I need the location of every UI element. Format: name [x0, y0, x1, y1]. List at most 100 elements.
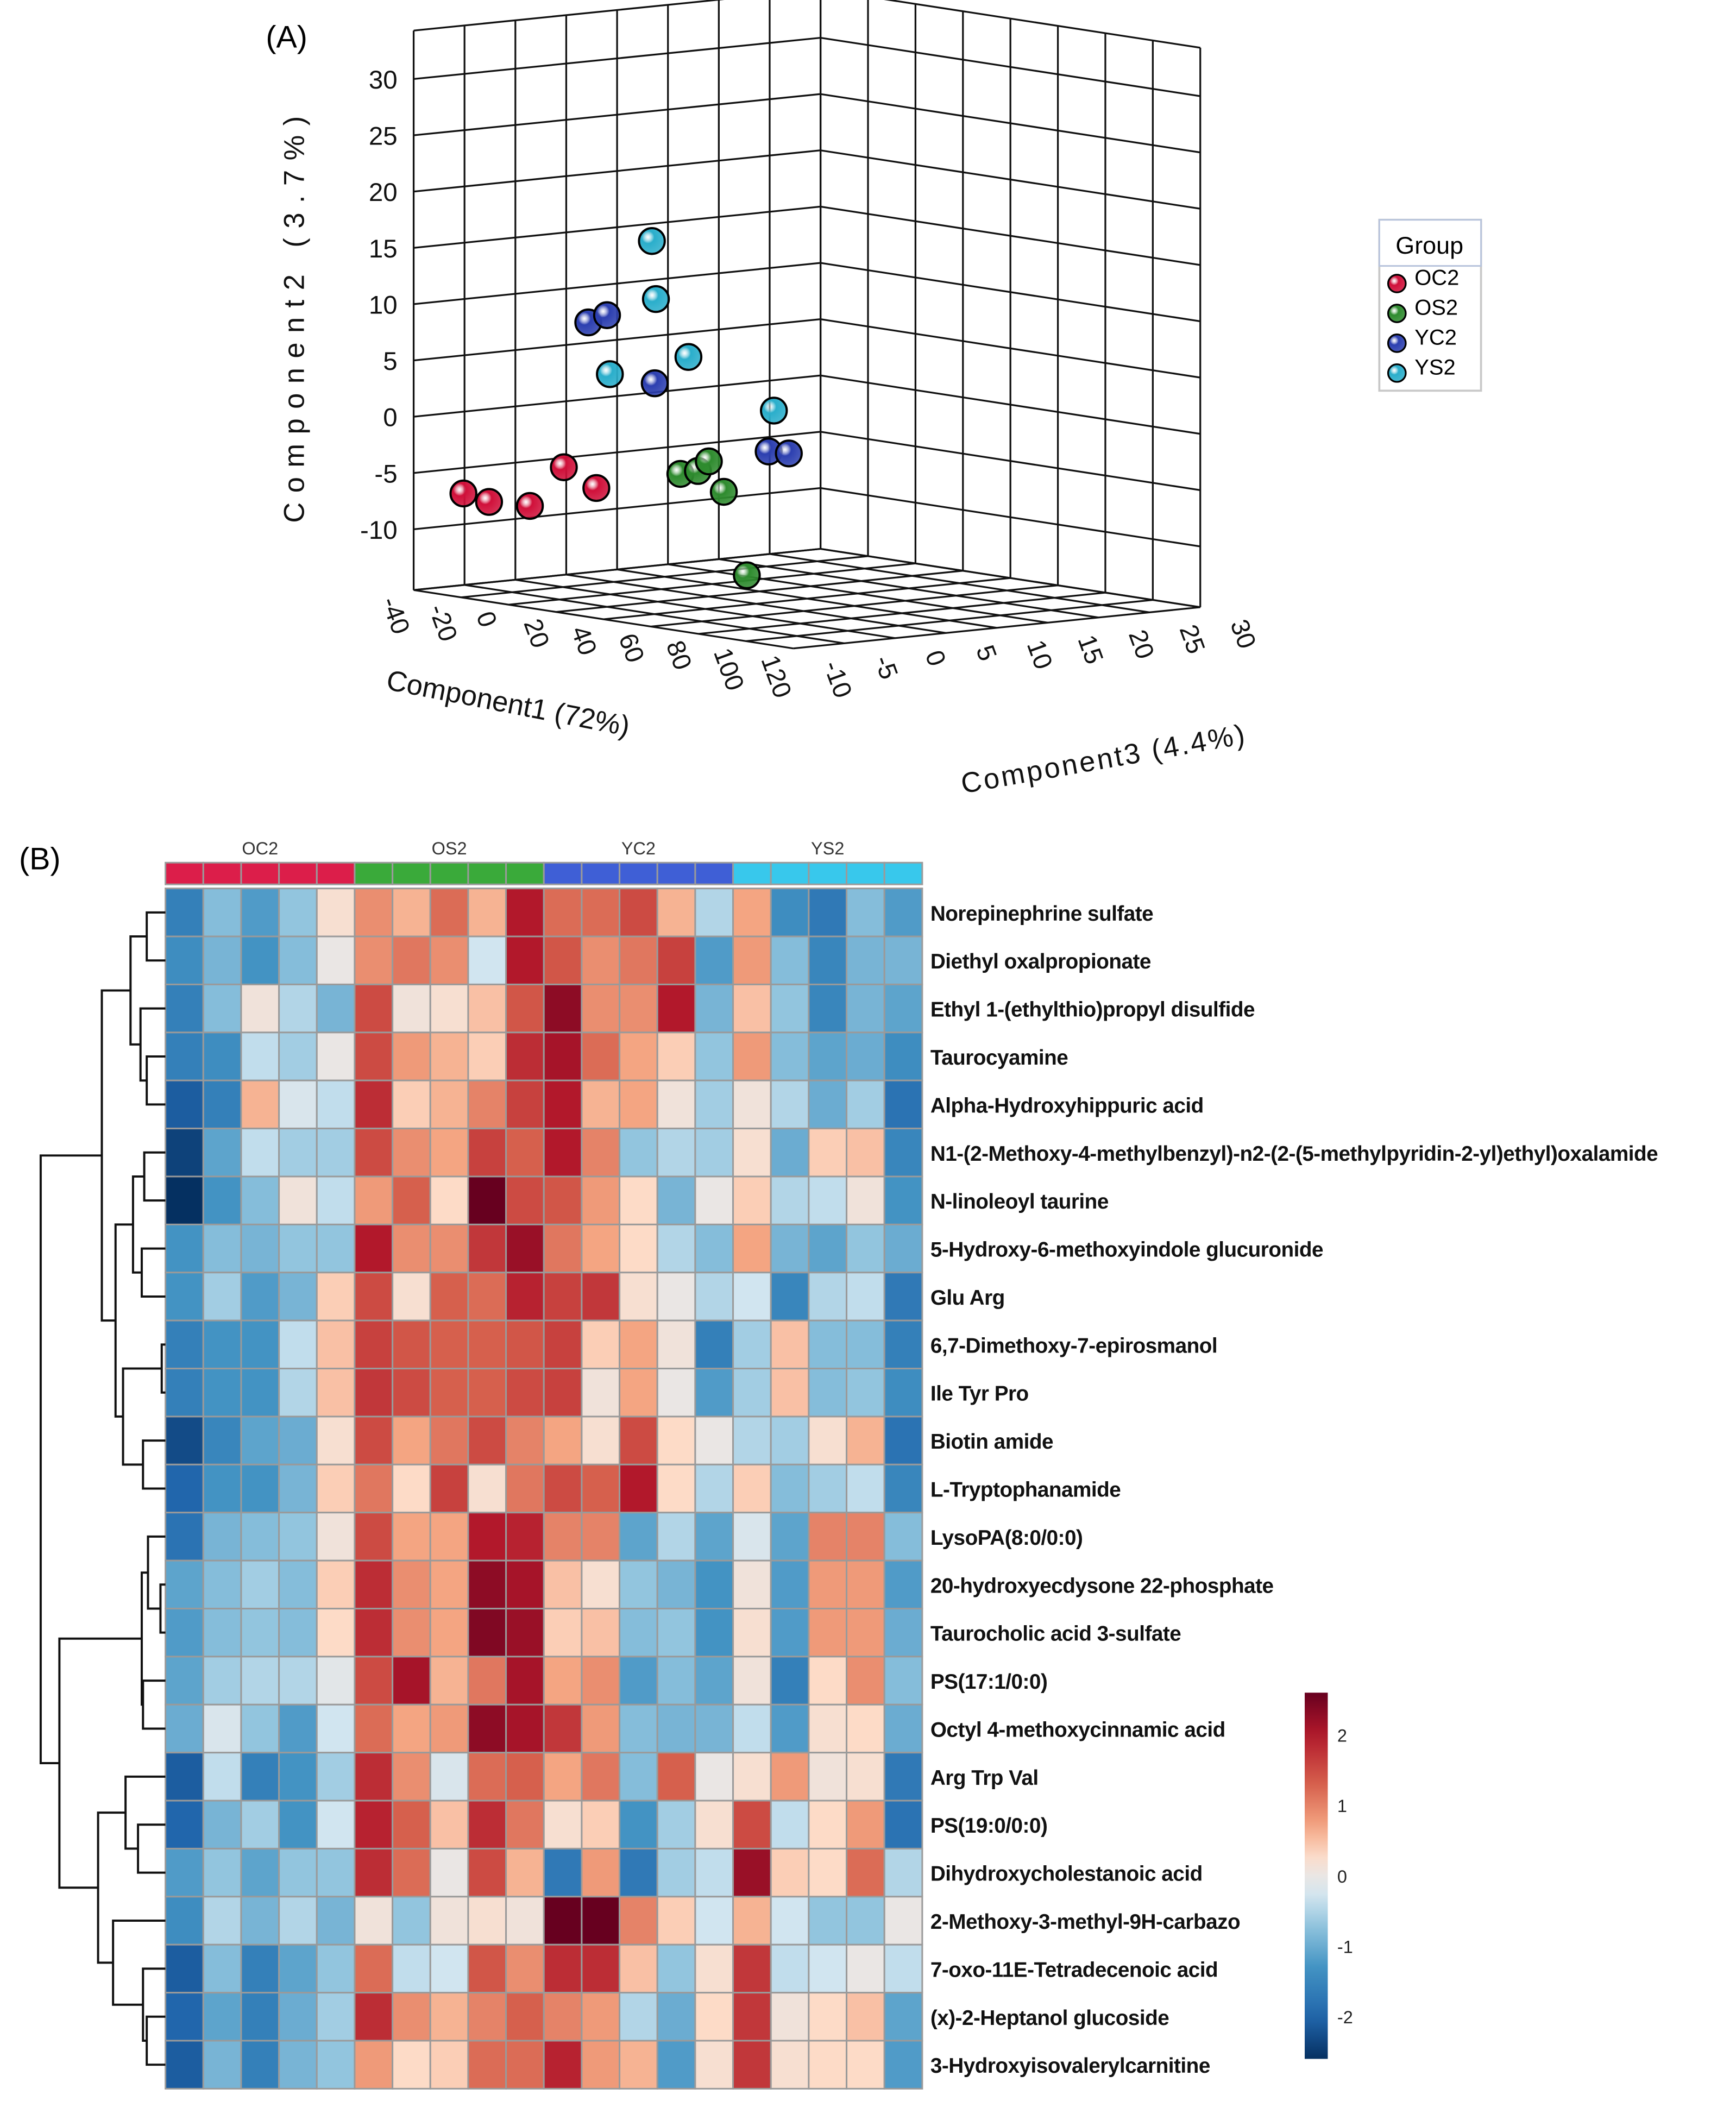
left-wall-gridline	[413, 93, 821, 136]
row-label: PS(17:1/0:0)	[930, 1670, 1047, 1694]
heatmap-cell	[505, 983, 545, 1034]
heatmap-cell	[202, 1800, 242, 1850]
heatmap-cell	[202, 935, 242, 985]
heatmap-cell	[240, 1943, 280, 1994]
color-scale-tick: -2	[1337, 2008, 1353, 2027]
heatmap-cell	[846, 1896, 885, 1946]
heatmap-cell	[165, 1896, 204, 1946]
heatmap-cell	[808, 1223, 848, 1274]
heatmap: OC2 OS2 YC2 YS2 Norepinephrine sulfate Dieth…	[39, 839, 1658, 2090]
heatmap-cell	[392, 1847, 431, 1898]
heatmap-cell	[694, 1656, 734, 1706]
heatmap-cell	[581, 1607, 621, 1658]
heatmap-cell	[883, 983, 923, 1034]
heatmap-cell	[429, 1656, 469, 1706]
heatmap-cell	[846, 1656, 885, 1706]
heatmap-cell	[354, 1607, 394, 1658]
heatmap-cell	[429, 1319, 469, 1370]
floor-gridline	[617, 568, 997, 629]
y-tick-label: 30	[369, 66, 398, 95]
heatmap-cell	[354, 983, 394, 1034]
heatmap-cell	[808, 1896, 848, 1946]
heatmap-cell	[354, 1559, 394, 1609]
heatmap-cell	[656, 1416, 696, 1465]
heatmap-cell	[392, 1272, 431, 1322]
heatmap-cell	[808, 1368, 848, 1418]
heatmap-cell	[581, 1128, 621, 1178]
row-label: PS(19:0/0:0)	[930, 1814, 1047, 1838]
legend-title: Group	[1395, 231, 1463, 259]
row-dendrogram	[39, 911, 166, 2066]
floor-gridline	[413, 589, 794, 650]
heatmap-cell	[240, 1752, 280, 1802]
heatmap-cell	[467, 1223, 507, 1274]
heatmap-cell	[316, 983, 356, 1034]
heatmap-cell	[165, 1943, 204, 1994]
legend-label: OS2	[1414, 295, 1458, 319]
heatmap-cell	[656, 1272, 696, 1322]
heatmap-cell	[240, 1559, 280, 1609]
heatmap-cell	[240, 1031, 280, 1081]
dendrogram-branch	[146, 1055, 166, 1106]
heatmap-cell	[581, 1943, 621, 1994]
heatmap-cell	[770, 1368, 810, 1418]
heatmap-cell	[770, 983, 810, 1034]
heatmap-cell	[278, 983, 318, 1034]
heatmap-cell	[392, 983, 431, 1034]
heatmap-cell	[316, 1175, 356, 1225]
heatmap-cell	[316, 1128, 356, 1178]
heatmap-cell	[505, 1512, 545, 1562]
color-scale-tick: 0	[1337, 1867, 1347, 1886]
left-wall-gridline	[413, 0, 725, 32]
heatmap-cell	[429, 1416, 469, 1465]
data-point-oc2	[582, 474, 611, 502]
heatmap-cell	[354, 1512, 394, 1562]
data-point-os2	[709, 477, 738, 506]
legend-label: OC2	[1414, 266, 1459, 290]
panel-a-label: (A)	[266, 20, 307, 55]
heatmap-cell	[392, 1416, 431, 1465]
heatmap-cell	[505, 1992, 545, 2042]
y-tick-label: 15	[369, 235, 398, 263]
heatmap-cell	[770, 1943, 810, 1994]
heatmap-cell	[316, 1079, 356, 1130]
heatmap-cell	[467, 1079, 507, 1130]
heatmap-cell	[354, 1752, 394, 1802]
heatmap-cell	[619, 1128, 658, 1178]
heatmap-cell	[808, 1559, 848, 1609]
heatmap-cell	[202, 1703, 242, 1754]
heatmap-cell	[656, 983, 696, 1034]
heatmap-cell	[278, 1272, 318, 1322]
dendrogram-branch	[146, 911, 166, 962]
heatmap-cell	[165, 1656, 204, 1706]
heatmap-cell	[354, 1896, 394, 1946]
heatmap-cell	[392, 1559, 431, 1609]
heatmap-cell	[619, 1800, 658, 1850]
heatmap-cell	[240, 1175, 280, 1225]
heatmap-cell	[732, 935, 772, 985]
group-annotation-cell	[846, 861, 885, 885]
heatmap-cell	[581, 888, 621, 938]
heatmap-cell	[240, 1128, 280, 1178]
heatmap-cell	[392, 1319, 431, 1370]
3d-grid	[412, 0, 1202, 650]
data-point-oc2	[550, 453, 578, 481]
heatmap-cell	[392, 1943, 431, 1994]
row-label: Octyl 4-methoxycinnamic acid	[930, 1718, 1225, 1741]
heatmap-cell	[619, 1079, 658, 1130]
heatmap-cell	[619, 1463, 658, 1514]
dendrogram-branch	[39, 1154, 102, 1764]
heatmap-cell	[581, 1512, 621, 1562]
heatmap-cell	[429, 1752, 469, 1802]
z-tick-label: -10	[817, 657, 857, 702]
heatmap-cell	[240, 1463, 280, 1514]
floor-gridline	[820, 548, 1200, 608]
heatmap-cell	[694, 1368, 734, 1418]
dendrogram-branch	[142, 1679, 166, 1730]
right-wall-gridline	[820, 374, 1200, 435]
x-axis-label: Component1 (72%)	[384, 664, 632, 743]
heatmap-cell	[543, 1607, 583, 1658]
heatmap-cell	[467, 1896, 507, 1946]
legend-marker	[1387, 304, 1407, 323]
